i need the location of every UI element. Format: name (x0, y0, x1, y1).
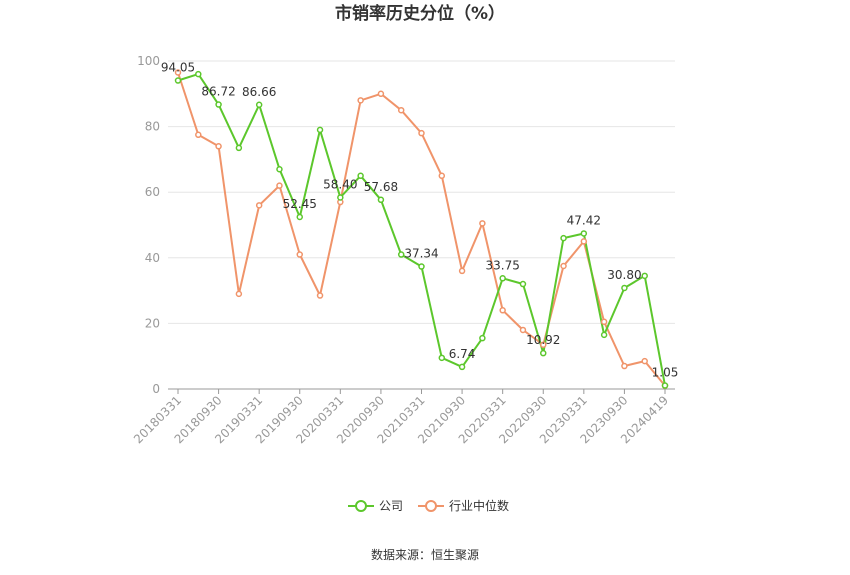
legend-swatch-marker (355, 500, 367, 512)
data-point (580, 238, 588, 245)
data-labels: 94.05 86.72 86.66 52.45 58.40 57.68 37.34 6.74 3… (161, 61, 679, 380)
data-point (215, 143, 222, 150)
legend-item-industry-median[interactable]: 行业中位数 (418, 498, 509, 513)
data-point (174, 69, 182, 76)
x-tick-labels: 2018033120180930201903312019093020200331… (131, 393, 671, 446)
data-point (479, 334, 486, 342)
data-label: 52.45 (283, 197, 317, 211)
x-axis (168, 388, 675, 394)
data-label: 6.74 (449, 347, 476, 361)
data-point (600, 331, 608, 339)
data-point (276, 182, 283, 189)
data-label: 30.80 (607, 268, 641, 282)
data-point (458, 363, 466, 371)
y-tick-label: 80 (145, 120, 160, 134)
data-label: 10.92 (526, 333, 560, 347)
data-point (255, 202, 263, 209)
data-point (540, 349, 547, 357)
data-point (174, 77, 182, 84)
series-line-industry-median (177, 72, 666, 387)
y-axis: 0 20 40 60 80 100 (137, 54, 160, 396)
data-label: 86.66 (242, 85, 276, 99)
y-tick-label: 20 (145, 316, 160, 330)
y-tick-label: 40 (145, 251, 160, 265)
series-lines (177, 72, 666, 387)
data-point (438, 172, 446, 180)
data-point (337, 194, 344, 201)
data-point (235, 290, 243, 298)
data-label: 86.72 (201, 85, 235, 99)
data-point (215, 101, 222, 108)
data-point (235, 144, 243, 152)
y-tick-label: 60 (145, 185, 160, 199)
legend-item-company[interactable]: 公司 (348, 499, 403, 513)
data-label: 1.05 (652, 366, 679, 380)
data-point (418, 263, 425, 270)
data-point (499, 307, 506, 314)
data-point (519, 280, 527, 288)
data-point (621, 362, 628, 370)
data-point (418, 129, 425, 137)
chart-title: 市销率历史分位（%） (335, 3, 505, 24)
data-point (276, 165, 283, 173)
legend[interactable]: 公司 行业中位数 (348, 498, 509, 513)
data-point (377, 90, 385, 98)
data-point (641, 272, 648, 280)
y-tick-label: 0 (152, 382, 160, 396)
data-point (195, 131, 202, 139)
data-point (600, 318, 608, 326)
data-point (357, 97, 364, 104)
data-point (255, 101, 263, 109)
y-tick-label: 100 (137, 54, 160, 68)
data-point (560, 234, 567, 242)
data-label: 58.40 (323, 177, 357, 191)
data-point (458, 267, 466, 275)
grid (168, 60, 675, 324)
data-label: 57.68 (364, 180, 398, 194)
series-line-company (177, 73, 666, 386)
data-point (540, 341, 547, 348)
source-note: 数据来源：恒生聚源 (371, 547, 479, 562)
data-point (296, 251, 303, 258)
data-point (519, 326, 527, 334)
legend-label: 行业中位数 (449, 498, 509, 513)
data-point (499, 275, 506, 282)
data-label: 37.34 (404, 247, 438, 261)
data-point (377, 196, 385, 204)
data-point (316, 126, 324, 134)
data-point (357, 172, 364, 180)
legend-label: 公司 (379, 499, 403, 513)
data-label: 47.42 (567, 213, 601, 227)
data-point (316, 292, 324, 299)
data-label: 33.75 (485, 258, 519, 272)
data-point (296, 213, 303, 221)
data-point (641, 357, 648, 365)
series-points (174, 69, 669, 389)
data-point (479, 220, 486, 227)
data-point (438, 354, 446, 362)
data-point (580, 230, 588, 237)
data-label: 94.05 (161, 61, 195, 75)
data-point (661, 382, 669, 389)
data-point (195, 70, 202, 78)
data-point (397, 106, 405, 114)
data-point (397, 251, 405, 258)
data-point (621, 284, 628, 292)
legend-swatch-marker (425, 500, 437, 512)
data-point (560, 262, 567, 270)
